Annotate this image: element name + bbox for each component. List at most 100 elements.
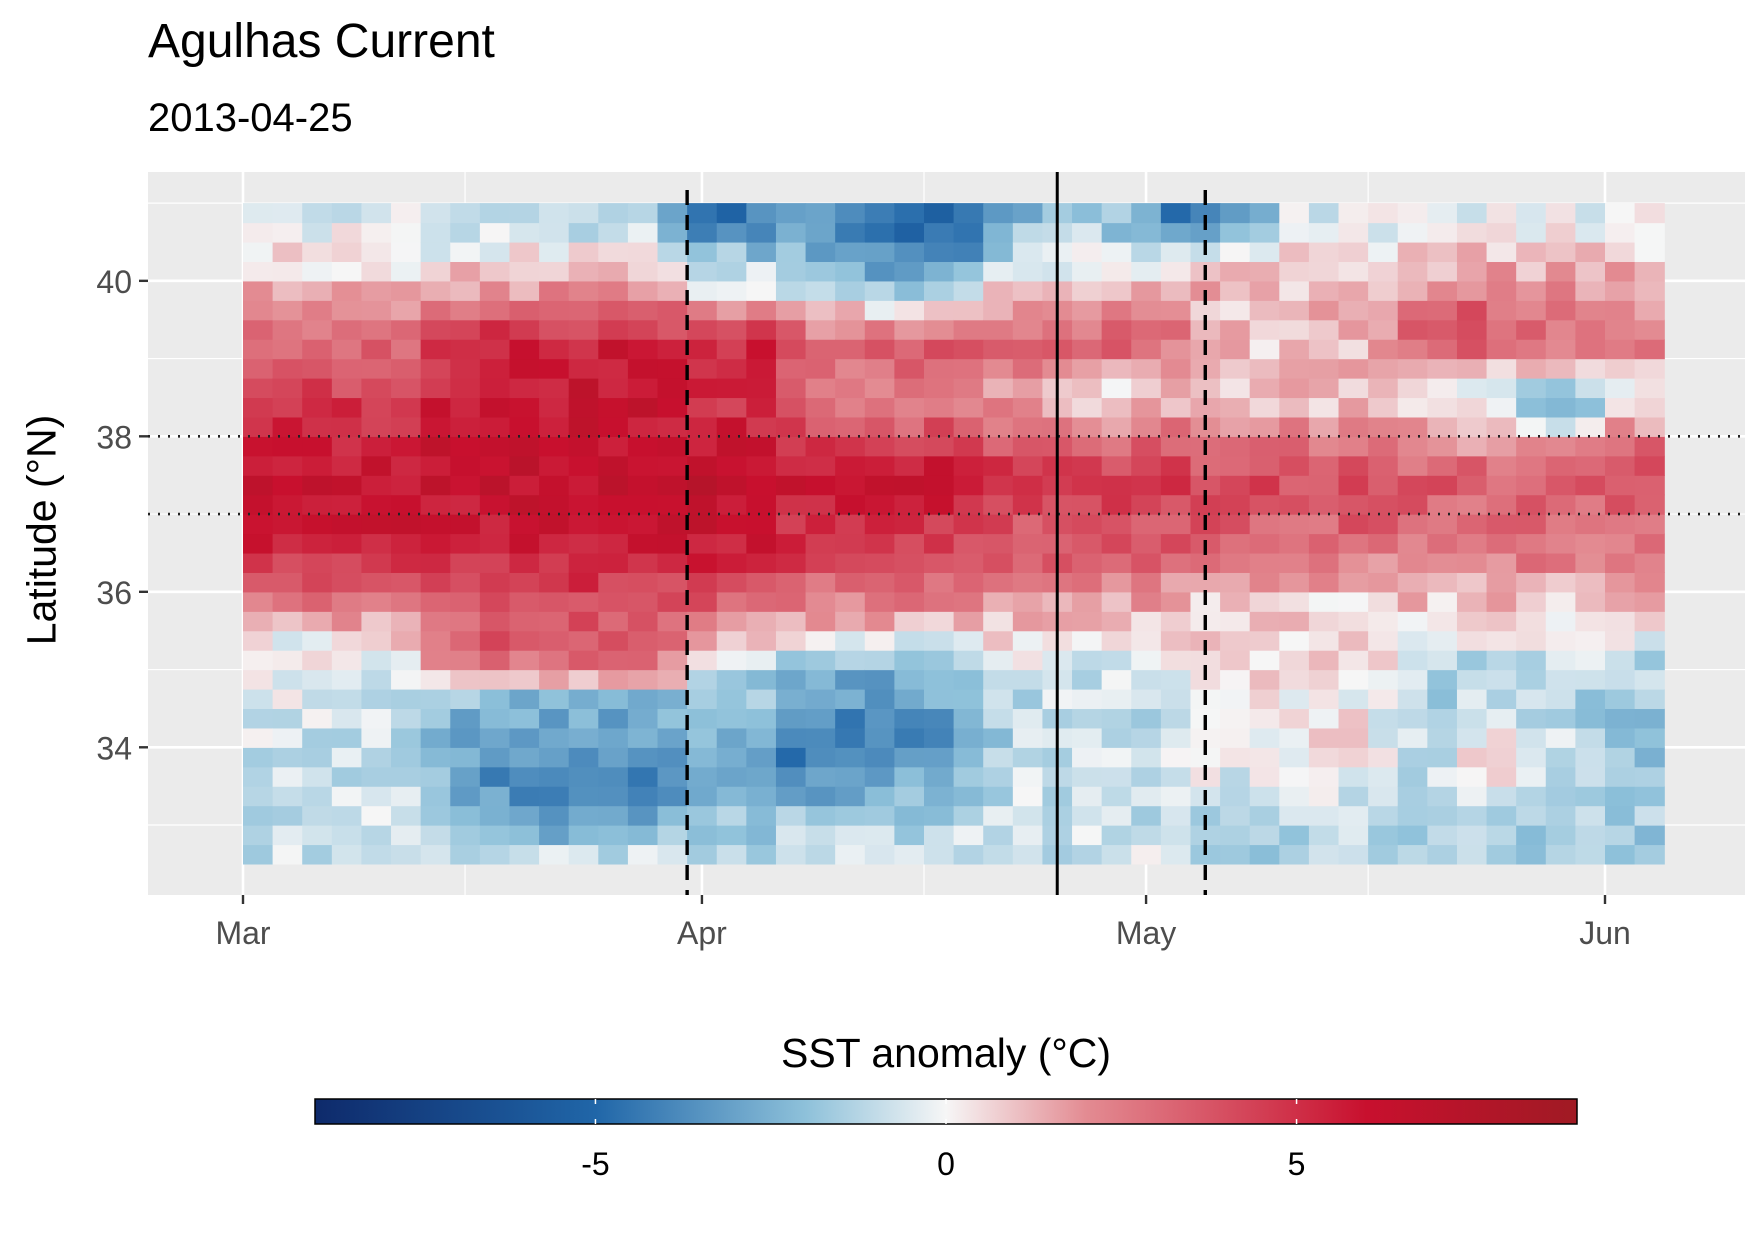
heatmap-cell xyxy=(1308,786,1340,807)
heatmap-cell xyxy=(1427,378,1458,399)
heatmap-cell xyxy=(302,358,333,379)
heatmap-cell xyxy=(1605,241,1636,263)
heatmap-cell xyxy=(657,825,688,846)
heatmap-cell xyxy=(598,805,629,826)
heatmap-cell xyxy=(1012,241,1044,263)
heatmap-cell xyxy=(1160,825,1192,846)
heatmap-cell xyxy=(1072,280,1103,301)
heatmap-cell xyxy=(1220,844,1251,865)
heatmap-cell xyxy=(1308,727,1340,748)
heatmap-cell xyxy=(1605,339,1636,360)
heatmap-cell xyxy=(1012,203,1044,224)
heatmap-cell xyxy=(568,727,599,748)
heatmap-cell xyxy=(302,280,333,301)
heatmap-cell xyxy=(805,786,836,807)
heatmap-cell xyxy=(450,766,481,787)
heatmap-cell xyxy=(716,825,747,846)
heatmap-cell xyxy=(243,630,274,651)
heatmap-cell xyxy=(657,844,688,865)
heatmap-cell xyxy=(1545,533,1576,554)
heatmap-cell xyxy=(1427,261,1458,282)
heatmap-cell xyxy=(331,611,363,632)
heatmap-cell xyxy=(835,533,866,554)
heatmap-cell xyxy=(1397,572,1428,593)
heatmap-cell xyxy=(1456,416,1488,437)
heatmap-cell xyxy=(243,475,274,496)
heatmap-cell xyxy=(243,747,274,768)
heatmap-cell xyxy=(1131,805,1162,826)
heatmap-cell xyxy=(568,241,599,263)
heatmap-cell xyxy=(983,514,1014,535)
heatmap-cell xyxy=(835,436,866,457)
heatmap-cell xyxy=(479,455,511,476)
heatmap-cell xyxy=(627,339,659,360)
heatmap-cell xyxy=(1220,650,1251,671)
heatmap-cell xyxy=(1605,261,1636,282)
heatmap-cell xyxy=(361,805,392,826)
heatmap-cell xyxy=(864,650,895,671)
heatmap-cell xyxy=(1397,455,1428,476)
heatmap-cell xyxy=(539,416,570,437)
heatmap-cell xyxy=(479,319,511,340)
heatmap-cell xyxy=(272,786,303,807)
heatmap-cell xyxy=(716,688,747,710)
heatmap-cell xyxy=(1634,805,1665,826)
heatmap-cell xyxy=(894,203,925,224)
heatmap-cell xyxy=(1072,572,1103,593)
heatmap-cell xyxy=(894,688,925,710)
heatmap-cell xyxy=(1190,650,1221,671)
heatmap-cell xyxy=(302,786,333,807)
heatmap-cell xyxy=(1486,805,1517,826)
heatmap-cell xyxy=(331,825,363,846)
heatmap-cell xyxy=(272,358,303,379)
heatmap-cell xyxy=(1456,747,1488,768)
heatmap-cell xyxy=(1160,358,1192,379)
heatmap-cell xyxy=(1456,378,1488,399)
heatmap-cell xyxy=(657,805,688,826)
heatmap-cell xyxy=(1012,766,1044,787)
heatmap-cell xyxy=(391,358,422,379)
heatmap-cell xyxy=(1249,669,1280,690)
heatmap-cell xyxy=(1220,747,1251,768)
heatmap-cell xyxy=(568,630,599,651)
heatmap-cell xyxy=(420,591,451,612)
heatmap-cell xyxy=(539,261,570,282)
heatmap-cell xyxy=(1279,475,1310,496)
heatmap-cell xyxy=(1427,611,1458,632)
heatmap-cell xyxy=(1220,241,1251,263)
heatmap-cell xyxy=(775,436,807,457)
heatmap-cell xyxy=(953,630,984,651)
heatmap-cell xyxy=(716,766,747,787)
heatmap-cell xyxy=(331,688,363,710)
heatmap-cell xyxy=(687,319,718,340)
heatmap-cell xyxy=(450,319,481,340)
heatmap-cell xyxy=(1456,261,1488,282)
heatmap-cell xyxy=(1308,436,1340,457)
heatmap-cell xyxy=(1279,300,1310,321)
heatmap-cell xyxy=(479,222,511,243)
heatmap-cell xyxy=(272,203,303,224)
heatmap-cell xyxy=(775,766,807,787)
heatmap-cell xyxy=(1516,688,1547,710)
heatmap-cell xyxy=(361,727,392,748)
heatmap-cell xyxy=(243,397,274,418)
heatmap-cell xyxy=(450,436,481,457)
heatmap-cell xyxy=(1012,533,1044,554)
heatmap-cell xyxy=(1012,300,1044,321)
heatmap-cell xyxy=(1131,397,1162,418)
heatmap-cell xyxy=(420,572,451,593)
heatmap-cell xyxy=(627,747,659,768)
heatmap-cell xyxy=(361,300,392,321)
heatmap-cell xyxy=(1279,203,1310,224)
heatmap-cell xyxy=(302,241,333,263)
heatmap-cell xyxy=(331,650,363,671)
heatmap-cell xyxy=(1575,669,1606,690)
heatmap-cell xyxy=(835,475,866,496)
heatmap-cell xyxy=(1101,669,1132,690)
heatmap-cell xyxy=(479,766,511,787)
heatmap-cell xyxy=(1634,378,1665,399)
heatmap-cell xyxy=(1131,844,1162,865)
heatmap-cell xyxy=(479,397,511,418)
heatmap-cell xyxy=(1131,688,1162,710)
heatmap-cell xyxy=(1308,766,1340,787)
